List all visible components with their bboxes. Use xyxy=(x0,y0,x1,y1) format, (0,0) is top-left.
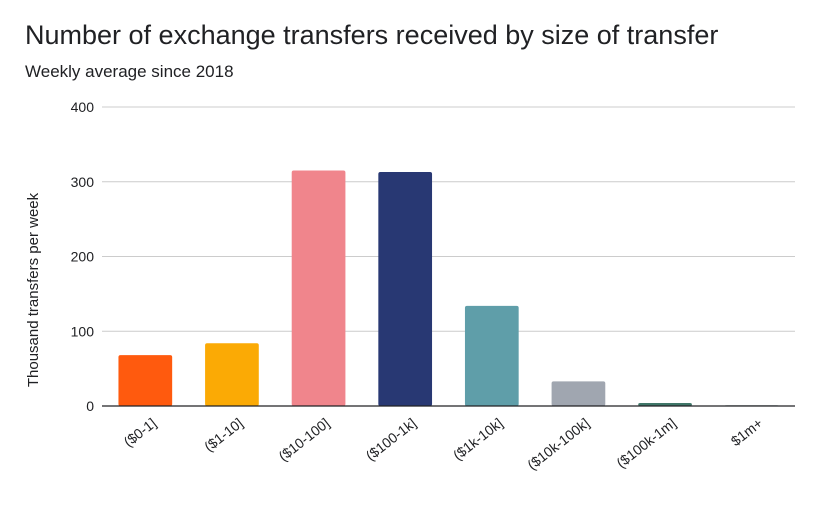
bars xyxy=(118,170,779,407)
bar xyxy=(464,305,519,406)
y-tick-label: 400 xyxy=(71,99,95,115)
x-tick-label: ($100k-1m] xyxy=(613,415,679,471)
y-axis-ticks: 0 100 200 300 400 xyxy=(71,99,95,414)
x-tick-label: ($1-10] xyxy=(201,415,246,455)
bar xyxy=(291,170,346,406)
y-axis-label: Thousand transfers per week xyxy=(25,192,42,387)
x-tick-label: ($10k-100k] xyxy=(524,415,592,473)
gridlines xyxy=(102,106,795,332)
bar xyxy=(551,381,606,406)
x-tick-label: ($0-1] xyxy=(120,415,159,450)
x-axis-ticks: ($0-1] ($1-10] ($10-100] ($100-1k] ($1k-10k]… xyxy=(120,415,765,473)
x-tick-label: ($1k-10k] xyxy=(450,415,506,464)
bar xyxy=(205,343,259,406)
y-tick-label: 0 xyxy=(86,398,94,414)
x-tick-label: ($10-100] xyxy=(275,415,332,465)
y-tick-label: 300 xyxy=(71,174,95,190)
y-tick-label: 100 xyxy=(71,323,95,339)
chart-subtitle: Weekly average since 2018 xyxy=(25,62,234,81)
bar xyxy=(638,403,692,406)
x-tick-label: $1m+ xyxy=(728,415,766,449)
chart-title: Number of exchange transfers received by… xyxy=(25,20,719,50)
x-tick-label: ($100-1k] xyxy=(363,415,419,464)
bar xyxy=(378,172,433,406)
bar xyxy=(118,355,173,406)
y-tick-label: 200 xyxy=(71,249,95,265)
